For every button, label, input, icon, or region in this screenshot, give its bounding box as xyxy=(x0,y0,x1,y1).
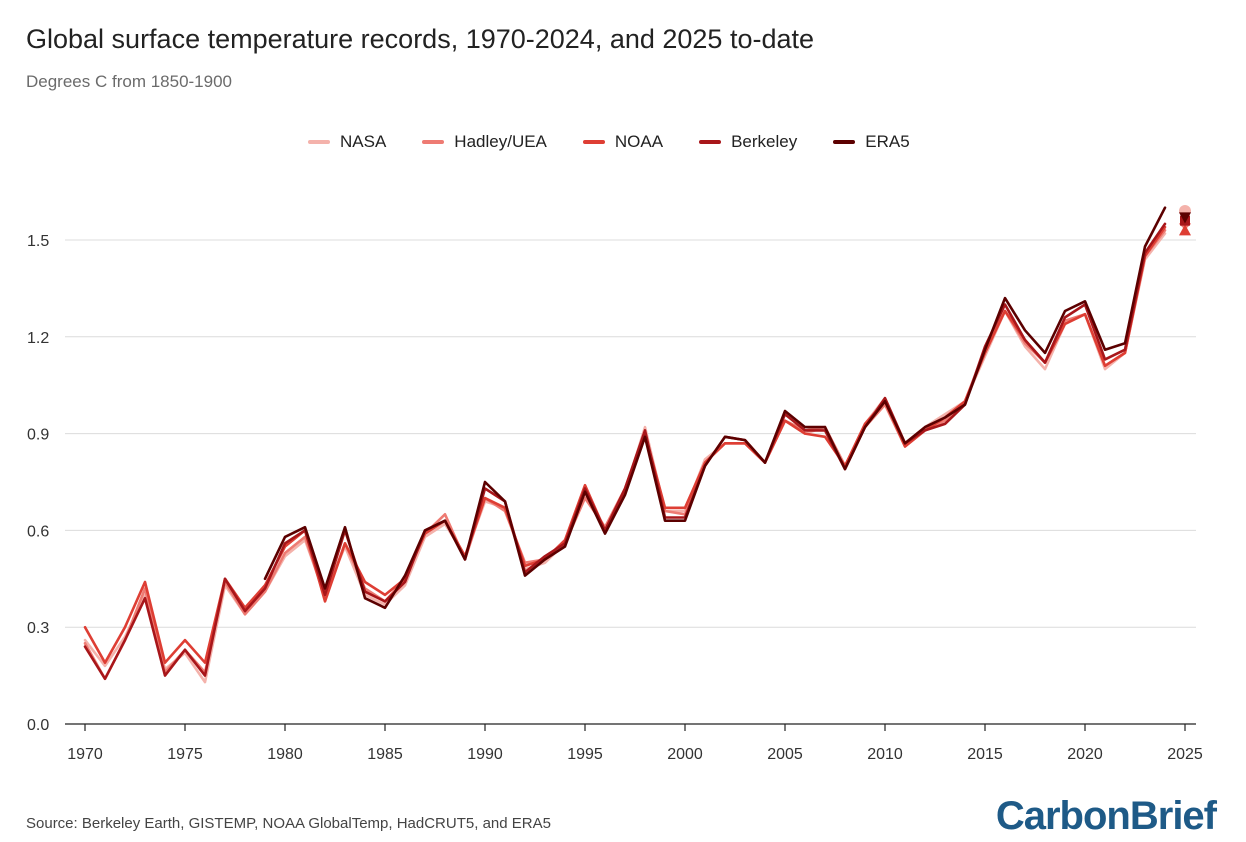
x-tick-label: 1970 xyxy=(67,746,103,763)
x-tick-label: 1975 xyxy=(167,746,203,763)
x-tick-label: 1990 xyxy=(467,746,503,763)
x-tick-label: 1980 xyxy=(267,746,303,763)
source-note: Source: Berkeley Earth, GISTEMP, NOAA Gl… xyxy=(26,815,551,832)
legend: NASA Hadley/UEA NOAA Berkeley ERA5 xyxy=(308,130,946,154)
legend-item-nasa: NASA xyxy=(308,132,386,152)
carbonbrief-logo: CarbonBrief xyxy=(995,794,1217,838)
legend-label-noaa: NOAA xyxy=(614,132,664,151)
legend-swatch-hadley xyxy=(422,140,445,144)
x-tick-label: 2020 xyxy=(1067,746,1103,763)
x-tick-label: 1995 xyxy=(567,746,603,763)
legend-item-berkeley: Berkeley xyxy=(699,132,797,152)
series-line-hadley-uea xyxy=(83,229,1167,681)
y-tick-label: 0.9 xyxy=(27,427,49,444)
series-line-noaa xyxy=(83,225,1167,665)
legend-swatch-nasa xyxy=(308,140,330,144)
legend-item-noaa: NOAA xyxy=(582,132,664,152)
y-tick-label: 0.0 xyxy=(27,717,49,734)
y-tick-label: 1.2 xyxy=(27,330,49,347)
x-tick-label: 2000 xyxy=(667,746,703,763)
legend-label-berkeley: Berkeley xyxy=(731,132,798,151)
x-tick-label: 2005 xyxy=(767,746,803,763)
x-tick-label: 2015 xyxy=(967,746,1003,763)
series-line-berkeley xyxy=(83,222,1167,681)
legend-item-era5: ERA5 xyxy=(833,132,910,152)
y-tick-label: 1.5 xyxy=(27,233,49,250)
y-tick-label: 0.6 xyxy=(27,523,49,540)
legend-swatch-noaa xyxy=(582,140,605,144)
marker-2025-noaa xyxy=(1179,224,1191,236)
series-line-era5 xyxy=(263,206,1167,610)
legend-swatch-era5 xyxy=(833,140,856,144)
legend-label-hadley: Hadley/UEA xyxy=(454,132,547,151)
x-tick-label: 1985 xyxy=(367,746,403,763)
marker-2025-era5 xyxy=(1179,212,1191,224)
legend-label-era5: ERA5 xyxy=(865,132,910,151)
chart-title: Global surface temperature records, 1970… xyxy=(26,24,814,54)
legend-item-hadley: Hadley/UEA xyxy=(422,132,547,152)
chart-subtitle: Degrees C from 1850-1900 xyxy=(26,72,233,91)
legend-swatch-berkeley xyxy=(699,140,722,144)
x-tick-label: 2025 xyxy=(1167,746,1203,763)
y-tick-label: 0.3 xyxy=(27,620,49,637)
x-tick-label: 2010 xyxy=(867,746,903,763)
legend-label-nasa: NASA xyxy=(340,132,387,151)
